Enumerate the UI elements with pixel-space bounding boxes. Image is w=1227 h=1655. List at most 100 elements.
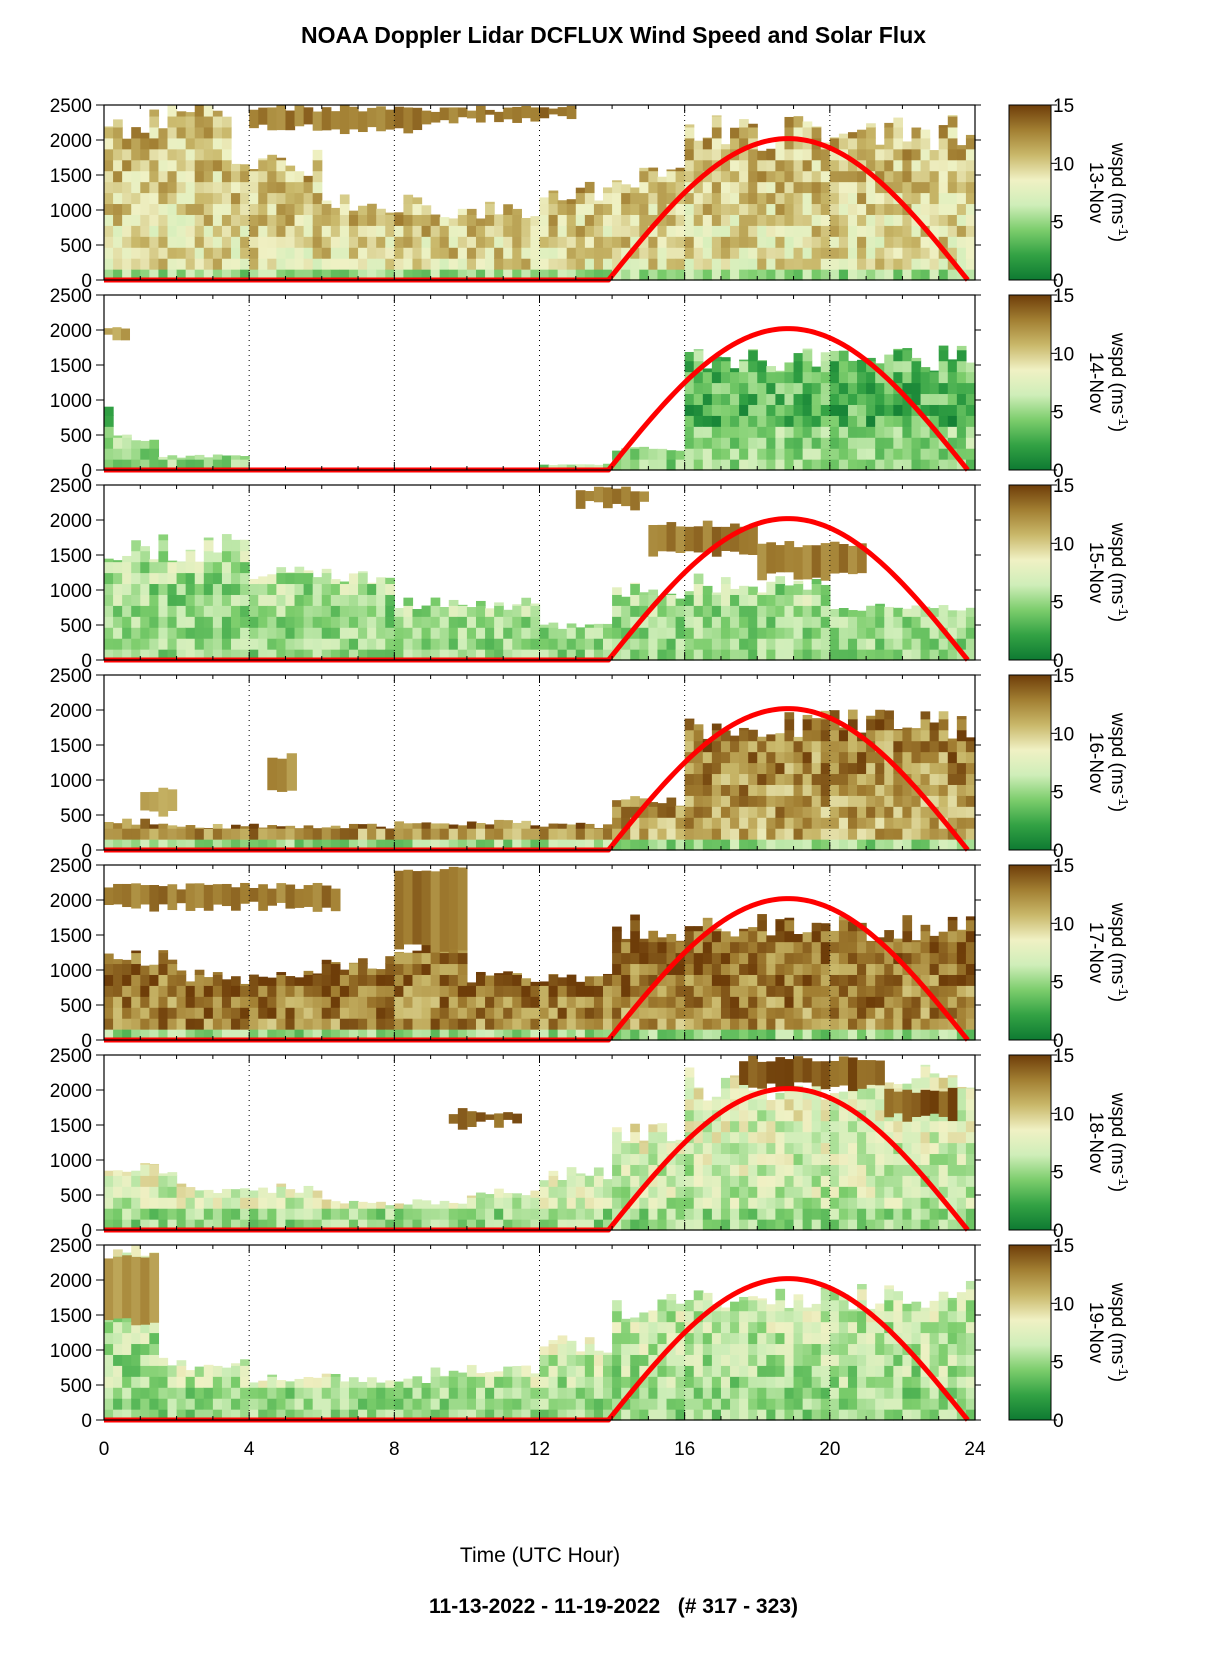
heatmap-cell [339, 581, 350, 585]
heatmap-cell [857, 930, 867, 943]
heatmap-cell [185, 225, 196, 237]
heatmap-cell [267, 616, 277, 628]
heatmap-cell [739, 996, 749, 1008]
heatmap-cell [312, 111, 323, 131]
heatmap-cell [838, 1091, 849, 1100]
heatmap-cell [348, 996, 359, 1008]
heatmap-cell [784, 214, 795, 226]
heatmap-cell [376, 638, 386, 650]
heatmap-cell [739, 751, 749, 764]
heatmap-cell [702, 203, 713, 215]
heatmap-cell [503, 649, 513, 661]
heatmap-cell [657, 1164, 668, 1176]
heatmap-cell [185, 181, 196, 194]
heatmap-cell [439, 606, 450, 617]
heatmap-cell [439, 627, 450, 639]
heatmap-cell [131, 1170, 141, 1176]
heatmap-cell [557, 1208, 568, 1220]
heatmap-cell [176, 1186, 187, 1198]
heatmap-cell [548, 108, 559, 115]
heatmap-cell [403, 1007, 414, 1019]
heatmap-cell [847, 382, 858, 395]
heatmap-cell [947, 919, 958, 932]
heatmap-cell [131, 192, 141, 205]
heatmap-cell [657, 937, 668, 943]
heatmap-cell [702, 448, 713, 460]
heatmap-cell [748, 1164, 758, 1176]
heatmap-cell [820, 203, 831, 215]
heatmap-cell [847, 718, 858, 731]
heatmap-cell [793, 137, 804, 150]
colorbar-label: wspd (ms-1) [1107, 902, 1132, 1002]
heatmap-cell [739, 1197, 749, 1209]
heatmap-cell [938, 718, 949, 731]
heatmap-cell [893, 360, 904, 373]
heatmap-cell [711, 740, 722, 753]
heatmap-cell [584, 1219, 595, 1231]
heatmap-cell [820, 751, 831, 764]
heatmap-cell [530, 603, 541, 606]
heatmap-cell [194, 192, 205, 205]
heatmap-cell [847, 1175, 858, 1187]
heatmap-cell [757, 616, 767, 628]
heatmap-cell [857, 404, 867, 416]
heatmap-cell [711, 1029, 722, 1041]
heatmap-cell [666, 1175, 677, 1187]
heatmap-cell [385, 247, 395, 259]
heatmap-cell [503, 1112, 513, 1120]
heatmap-cell [784, 773, 795, 785]
heatmap-cell [666, 627, 677, 639]
heatmap-cell [303, 175, 314, 183]
heatmap-cell [875, 1186, 885, 1198]
heatmap-cell [684, 1164, 695, 1176]
heatmap-cell [739, 258, 749, 270]
heatmap-cell [539, 258, 550, 270]
heatmap-cell [421, 1219, 432, 1231]
heatmap-cell [548, 638, 559, 650]
heatmap-cell [929, 258, 940, 270]
heatmap-cell [838, 1164, 849, 1176]
heatmap-cell [212, 823, 223, 829]
heatmap-cell [911, 649, 922, 661]
panel-date-label: 14-Nov [1085, 352, 1106, 414]
heatmap-cell [330, 269, 341, 281]
heatmap-cell [421, 110, 432, 125]
heatmap-cell [875, 448, 885, 460]
heatmap-cell [902, 649, 913, 661]
heatmap-cell [312, 203, 323, 215]
heatmap-cell [104, 887, 114, 906]
heatmap-cell [630, 594, 640, 606]
heatmap-cell [675, 616, 686, 628]
heatmap-cell [385, 1018, 395, 1030]
heatmap-cell [621, 203, 631, 215]
heatmap-cell [720, 236, 731, 248]
heatmap-cell [847, 1197, 858, 1209]
heatmap-cell [720, 459, 731, 471]
colorbar-tick-label: 5 [1053, 593, 1064, 614]
heatmap-cell [811, 214, 822, 226]
heatmap-cell [802, 426, 813, 438]
heatmap-cell [122, 236, 132, 248]
heatmap-cell [684, 1087, 695, 1100]
heatmap-cell [666, 638, 677, 650]
heatmap-cell [475, 236, 486, 248]
heatmap-cell [911, 382, 922, 395]
heatmap-cell [203, 459, 214, 471]
heatmap-cell [793, 393, 804, 405]
heatmap-cell [312, 973, 323, 975]
heatmap-cell [457, 269, 468, 281]
heatmap-cell [965, 1197, 976, 1209]
heatmap-cell [947, 437, 958, 449]
heatmap-cell [775, 919, 786, 921]
heatmap-cell [231, 1018, 241, 1030]
heatmap-cell [838, 762, 849, 775]
heatmap-cell [875, 740, 885, 753]
heatmap-cell [104, 558, 114, 563]
heatmap-cell [802, 348, 813, 351]
heatmap-cell [875, 795, 885, 807]
heatmap-cell [394, 214, 405, 226]
heatmap-cell [702, 996, 713, 1008]
heatmap-cell [929, 214, 940, 226]
heatmap-cell [693, 214, 704, 226]
heatmap-cell [194, 594, 205, 606]
